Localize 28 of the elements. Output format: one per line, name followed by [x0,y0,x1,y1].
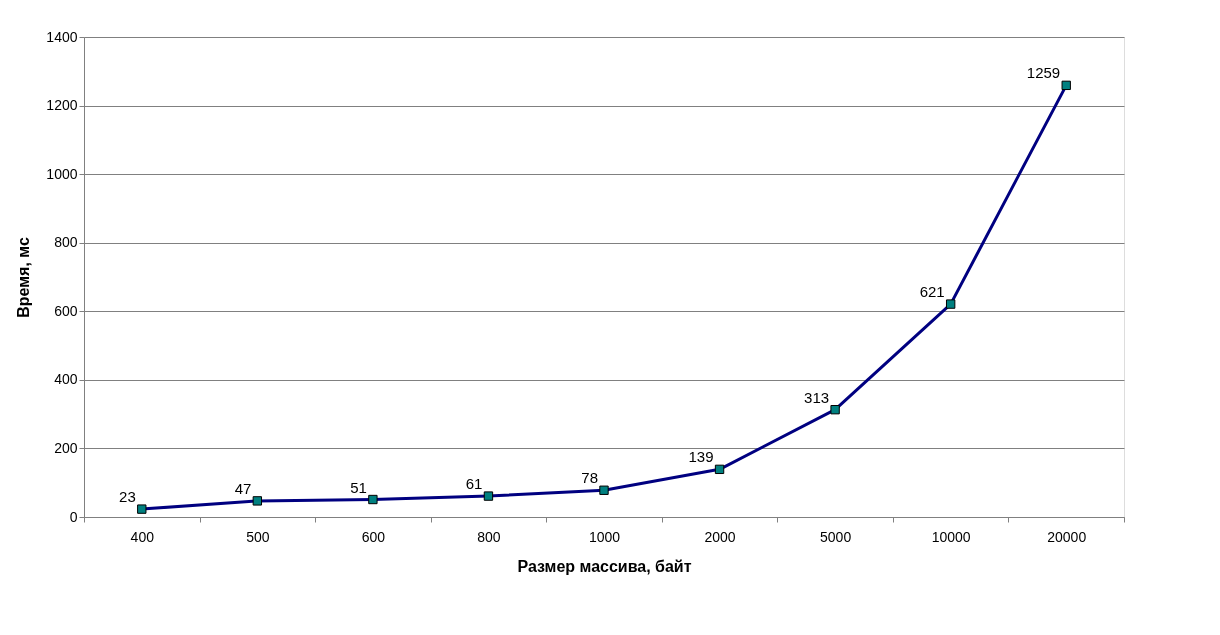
data-label: 621 [919,283,945,301]
x-tick-label: 2000 [704,528,736,545]
x-tick-label: 1000 [588,528,621,545]
x-tick-label: 20000 [1047,528,1087,545]
x-tick-label: 500 [246,528,270,545]
y-tick-label: 1400 [46,28,78,45]
x-tick-label: 10000 [931,528,971,545]
y-tick-label: 600 [54,302,78,319]
data-label: 51 [350,478,367,496]
data-label: 78 [581,469,598,487]
y-axis-title: Время, мс [15,237,33,318]
data-label: 139 [688,448,714,466]
y-tick-label: 0 [69,508,78,525]
y-tick-label: 1000 [46,165,78,182]
y-tick-label: 200 [54,439,78,456]
x-tick-label: 5000 [820,528,852,545]
data-label: 23 [119,488,136,506]
data-label: 47 [234,479,252,497]
x-tick-label: 800 [477,528,501,545]
x-axis-title: Размер массива, байт [517,557,692,575]
data-label: 1259 [1026,64,1061,82]
y-tick-label: 800 [54,234,78,251]
data-label: 61 [465,475,483,493]
x-tick-label: 600 [361,528,386,545]
data-label: 313 [804,388,830,406]
x-tick-label: 400 [130,528,155,545]
y-tick-label: 1200 [46,97,78,114]
y-tick-label: 400 [54,371,78,388]
